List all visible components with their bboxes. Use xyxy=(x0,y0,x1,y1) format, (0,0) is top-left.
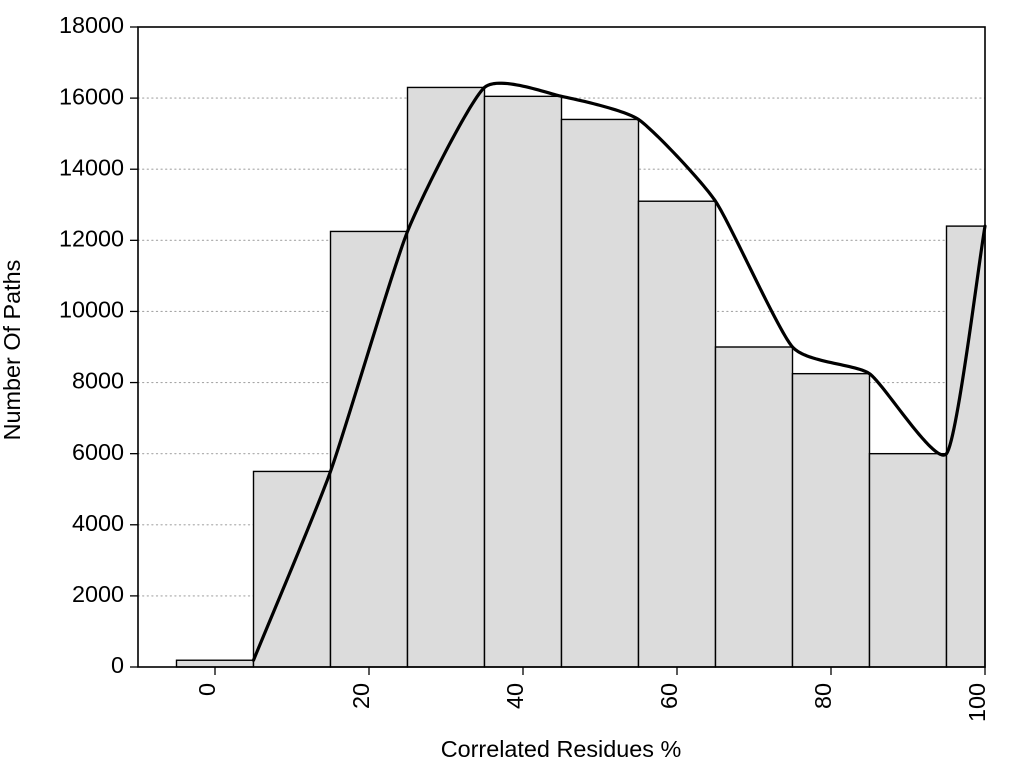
svg-text:18000: 18000 xyxy=(59,12,124,38)
svg-text:10000: 10000 xyxy=(59,297,124,323)
svg-text:20: 20 xyxy=(348,683,374,709)
svg-text:6000: 6000 xyxy=(72,439,124,465)
svg-text:Correlated Residues %: Correlated Residues % xyxy=(441,736,682,762)
svg-text:80: 80 xyxy=(810,683,836,709)
svg-text:4000: 4000 xyxy=(72,510,124,536)
svg-text:60: 60 xyxy=(656,683,682,709)
svg-text:40: 40 xyxy=(502,683,528,709)
svg-text:0: 0 xyxy=(194,683,220,696)
svg-text:100: 100 xyxy=(964,683,990,722)
svg-text:2000: 2000 xyxy=(72,581,124,607)
svg-text:14000: 14000 xyxy=(59,154,124,180)
svg-text:0: 0 xyxy=(111,652,124,678)
svg-text:16000: 16000 xyxy=(59,83,124,109)
svg-text:8000: 8000 xyxy=(72,368,124,394)
svg-text:12000: 12000 xyxy=(59,226,124,252)
svg-text:Number Of Paths: Number Of Paths xyxy=(0,260,25,441)
